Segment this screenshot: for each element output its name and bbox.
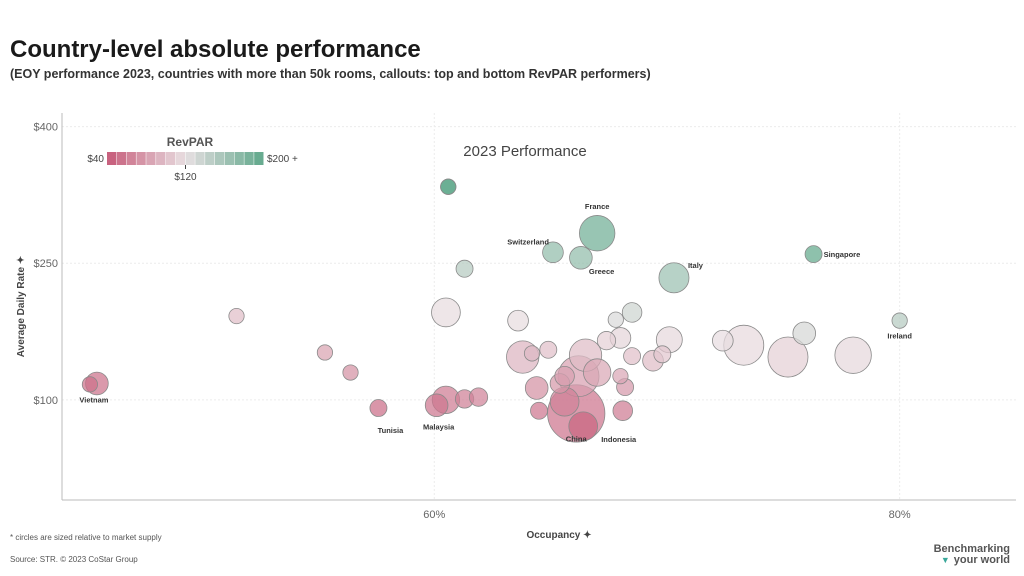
data-point bbox=[607, 311, 624, 328]
callout-label: Ireland bbox=[887, 332, 912, 341]
brand-mark-icon: ▼ bbox=[940, 555, 950, 565]
source-note: Source: STR. © 2023 CoStar Group bbox=[10, 555, 138, 564]
callout-label: Vietnam bbox=[79, 395, 108, 404]
data-point bbox=[81, 376, 98, 393]
legend-layer: RevPAR $40 $200 + $120 bbox=[87, 135, 298, 183]
callout-label: Malaysia bbox=[423, 422, 455, 431]
data-point bbox=[507, 309, 529, 332]
data-point bbox=[542, 241, 564, 264]
data-point bbox=[228, 307, 245, 325]
data-point bbox=[767, 336, 809, 378]
callout-label: Indonesia bbox=[601, 435, 637, 444]
data-point bbox=[424, 393, 449, 418]
legend-swatch bbox=[165, 152, 176, 165]
data-point bbox=[569, 246, 593, 270]
legend-swatch bbox=[107, 152, 117, 165]
data-point bbox=[596, 331, 617, 351]
legend-swatch bbox=[126, 152, 136, 165]
brand-line-2: your world bbox=[953, 554, 1010, 566]
data-point bbox=[579, 215, 616, 252]
callout-label: France bbox=[585, 202, 610, 211]
y-tick-label: $250 bbox=[34, 258, 58, 270]
data-point bbox=[539, 340, 558, 359]
legend-swatch bbox=[185, 152, 195, 165]
size-footnote: * circles are sized relative to market s… bbox=[10, 533, 162, 542]
data-point bbox=[530, 401, 548, 420]
data-point bbox=[369, 399, 388, 417]
data-point bbox=[554, 365, 575, 387]
data-point bbox=[612, 368, 629, 385]
page-subtitle: (EOY performance 2023, countries with mo… bbox=[10, 67, 651, 81]
callout-label: China bbox=[566, 434, 588, 443]
x-tick-label: 60% bbox=[423, 509, 445, 521]
legend-swatch bbox=[234, 152, 244, 165]
point-layer bbox=[81, 178, 908, 443]
data-point bbox=[468, 387, 489, 407]
data-point bbox=[524, 376, 549, 400]
legend-swatch bbox=[254, 152, 264, 165]
data-point bbox=[658, 262, 690, 294]
callout-label: Greece bbox=[589, 267, 614, 276]
data-point bbox=[612, 400, 633, 421]
y-tick-label: $400 bbox=[34, 122, 58, 134]
data-point bbox=[440, 178, 457, 195]
legend-swatch bbox=[156, 152, 166, 165]
data-point bbox=[316, 344, 334, 361]
brand-logo: Benchmarking ▼ your world bbox=[934, 544, 1010, 566]
legend-max-label: $200 + bbox=[267, 154, 298, 165]
data-point bbox=[891, 312, 908, 329]
data-point bbox=[583, 358, 612, 387]
legend-swatch bbox=[244, 152, 254, 165]
page-title: Country-level absolute performance bbox=[10, 36, 421, 63]
legend-swatch bbox=[175, 152, 185, 165]
y-axis-title: Average Daily Rate ✦ bbox=[16, 256, 27, 357]
axis-layer: $100 $250 $400 60% 80% Occupancy ✦ Average Dai… bbox=[16, 113, 1016, 541]
data-point bbox=[523, 345, 541, 362]
data-point bbox=[834, 336, 872, 374]
data-point bbox=[792, 321, 817, 346]
callout-label: Tunisia bbox=[378, 426, 405, 435]
data-point bbox=[804, 245, 823, 264]
legend-swatch bbox=[195, 152, 205, 165]
data-point bbox=[342, 364, 359, 381]
label-layer: France Switzerland Greece Italy Singapore Ire… bbox=[79, 202, 912, 444]
legend-swatch bbox=[136, 152, 146, 165]
data-point bbox=[653, 345, 672, 364]
data-point bbox=[455, 259, 474, 278]
y-tick-label: $100 bbox=[34, 395, 58, 407]
legend-swatch bbox=[205, 152, 215, 165]
legend-title: RevPAR bbox=[167, 135, 214, 149]
x-tick-label: 80% bbox=[889, 509, 911, 521]
grid-layer bbox=[62, 113, 1016, 500]
callout-label: Switzerland bbox=[507, 237, 549, 246]
chart-title: 2023 Performance bbox=[463, 143, 586, 160]
x-axis-title: Occupancy ✦ bbox=[526, 530, 591, 541]
legend-swatch bbox=[214, 152, 225, 165]
data-point bbox=[623, 347, 641, 366]
data-point bbox=[431, 297, 461, 328]
legend-min-label: $40 bbox=[87, 154, 104, 165]
data-point bbox=[621, 302, 643, 323]
legend-mid-label: $120 bbox=[174, 172, 197, 183]
callout-label: Singapore bbox=[824, 250, 861, 259]
data-point bbox=[712, 329, 734, 352]
callout-label: Italy bbox=[688, 261, 704, 270]
legend-swatch bbox=[116, 152, 127, 165]
legend-swatch bbox=[146, 152, 156, 165]
legend-swatch bbox=[224, 152, 235, 165]
brand-line-1: Benchmarking bbox=[933, 543, 1010, 555]
data-point bbox=[568, 411, 599, 442]
